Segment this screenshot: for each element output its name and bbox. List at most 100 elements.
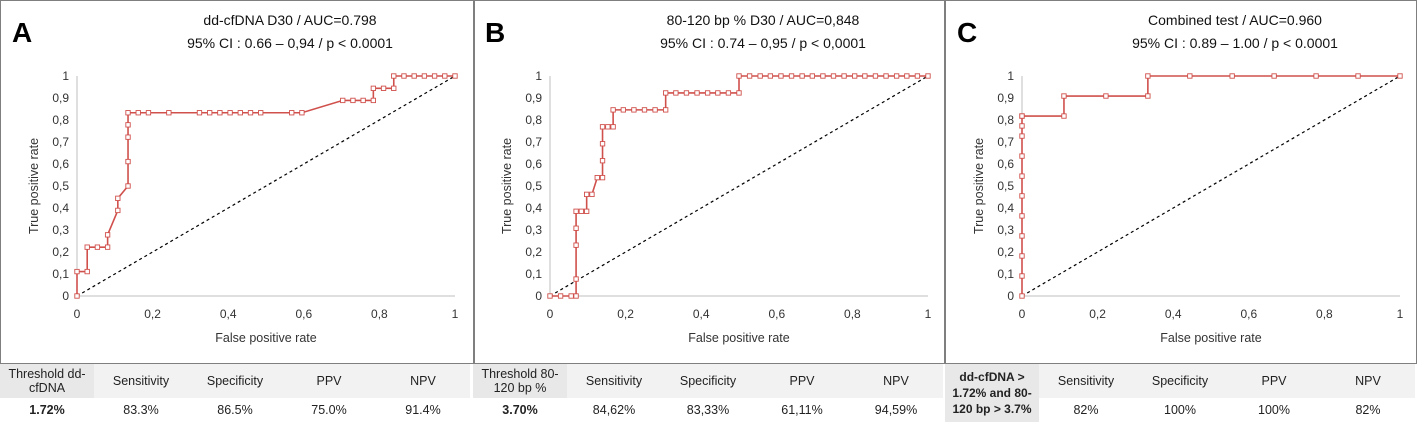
y-tick-label: 0,7: [52, 135, 69, 149]
roc-point: [94, 244, 101, 250]
npv-value: 82%: [1355, 403, 1381, 418]
ppv-header: PPV: [755, 364, 849, 399]
roc-point: [370, 85, 377, 91]
x-tick-label: 0,8: [371, 307, 388, 321]
roc-point: [84, 268, 90, 275]
roc-point: [610, 107, 616, 113]
panel-b-frame: [473, 0, 945, 364]
y-tick-label: 1: [1007, 69, 1014, 83]
x-tick-label: 0,2: [1089, 307, 1106, 321]
roc-point: [736, 90, 742, 96]
panel-letter: B: [485, 17, 505, 48]
specificity-header: Specificity: [1133, 364, 1227, 399]
roc-point: [115, 195, 121, 201]
roc-point: [746, 73, 753, 79]
threshold-value: 3.70%: [502, 403, 538, 418]
y-tick-label: 0,5: [525, 179, 542, 193]
roc-point: [757, 73, 763, 79]
y-tick-label: 1: [535, 69, 542, 83]
y-tick-label: 0,8: [997, 113, 1014, 127]
roc-point: [872, 73, 879, 79]
chart-subtitle: 95% CI : 0.66 – 0,94 / p < 0.0001: [187, 35, 393, 51]
roc-point: [573, 293, 579, 299]
roc-point: [1019, 193, 1025, 199]
x-tick-label: 0,4: [220, 307, 237, 321]
roc-point: [1019, 133, 1025, 139]
y-tick-label: 0,9: [52, 91, 69, 105]
roc-point: [74, 293, 80, 299]
roc-point: [830, 73, 837, 79]
roc-point: [1019, 293, 1025, 299]
roc-point: [421, 73, 428, 79]
x-tick-label: 1: [925, 307, 932, 321]
roc-point: [1061, 93, 1067, 99]
threshold-value: 1.72%: [29, 403, 65, 418]
roc-point: [778, 73, 784, 79]
roc-point: [683, 90, 690, 96]
y-tick-label: 0,6: [525, 157, 542, 171]
roc-point: [1019, 253, 1025, 259]
roc-point: [411, 73, 417, 79]
ppv-header: PPV: [1227, 364, 1321, 399]
roc-point: [84, 244, 90, 250]
chart-subtitle: 95% CI : 0.89 – 1.00 / p < 0.0001: [1132, 35, 1338, 51]
y-tick-label: 0,7: [997, 135, 1014, 149]
chart-subtitle: 95% CI : 0.74 – 0,95 / p < 0,0001: [660, 35, 866, 51]
y-axis-label: True positive rate: [972, 138, 986, 234]
roc-point: [340, 97, 346, 104]
y-axis-label: True positive rate: [500, 138, 514, 234]
y-tick-label: 0,5: [52, 179, 69, 193]
roc-point: [663, 90, 669, 96]
roc-point: [557, 293, 564, 299]
y-tick-label: 0,8: [525, 113, 542, 127]
y-tick-label: 0,9: [997, 91, 1014, 105]
roc-point: [196, 110, 203, 116]
y-tick-label: 0,3: [525, 223, 542, 237]
roc-point: [631, 107, 637, 113]
y-tick-label: 0,6: [997, 157, 1014, 171]
sensitivity-value: 82%: [1073, 403, 1099, 418]
y-tick-label: 0: [535, 289, 542, 303]
chart-title: dd-cfDNA D30 / AUC=0.798: [203, 12, 376, 28]
x-tick-label: 0,2: [144, 307, 161, 321]
y-tick-label: 0,4: [997, 201, 1014, 215]
roc-point: [1145, 93, 1151, 99]
roc-point: [568, 293, 574, 299]
roc-point: [125, 134, 131, 140]
roc-point: [605, 124, 611, 130]
roc-point: [401, 73, 407, 79]
reference-line: [549, 75, 929, 297]
roc-point: [641, 107, 648, 113]
roc-point: [573, 208, 579, 214]
roc-point: [1229, 73, 1235, 79]
y-tick-label: 0: [1007, 289, 1014, 303]
y-tick-label: 0,1: [52, 267, 69, 281]
roc-point: [1187, 73, 1193, 79]
roc-curve-line: [1021, 75, 1400, 296]
y-tick-label: 0,3: [52, 223, 69, 237]
sensitivity-header: Sensitivity: [567, 364, 661, 399]
y-tick-label: 0,7: [525, 135, 542, 149]
roc-point: [258, 110, 264, 116]
roc-point: [104, 232, 111, 238]
roc-point: [207, 110, 213, 116]
roc-point: [820, 73, 826, 79]
roc-point: [925, 73, 931, 79]
roc-point: [1061, 113, 1067, 119]
roc-point: [620, 107, 626, 113]
y-tick-label: 0,1: [525, 267, 542, 281]
y-tick-label: 0,1: [997, 267, 1014, 281]
x-tick-label: 0: [74, 307, 81, 321]
ppv-value: 75.0%: [311, 403, 347, 418]
roc-point: [1019, 173, 1025, 179]
sensitivity-header: Sensitivity: [94, 364, 188, 399]
roc-point: [1019, 213, 1025, 219]
x-tick-label: 0,6: [768, 307, 785, 321]
npv-header: NPV: [376, 364, 470, 399]
y-tick-label: 0,9: [525, 91, 542, 105]
y-tick-label: 0,3: [997, 223, 1014, 237]
roc-point: [431, 73, 438, 79]
roc-point: [289, 110, 295, 116]
roc-point: [599, 141, 606, 147]
y-tick-label: 0,8: [52, 113, 69, 127]
